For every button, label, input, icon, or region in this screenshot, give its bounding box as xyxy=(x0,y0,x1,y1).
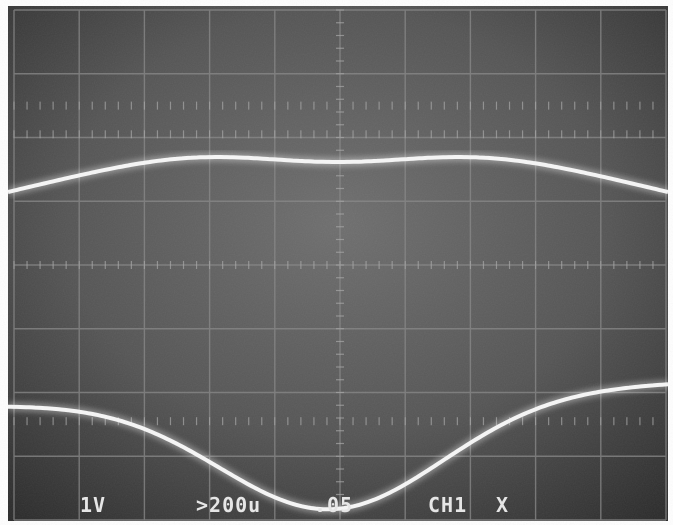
lower-trace xyxy=(8,379,669,514)
timebase-suffix-readout: .05 xyxy=(314,493,353,517)
volts-per-div-readout: 1V xyxy=(80,493,106,517)
timebase-readout: >200u xyxy=(196,493,261,517)
graticule-ticks xyxy=(13,9,654,508)
channel-readout: CH1 xyxy=(428,493,467,517)
upper-trace xyxy=(6,152,670,197)
mode-readout: X xyxy=(496,493,509,517)
